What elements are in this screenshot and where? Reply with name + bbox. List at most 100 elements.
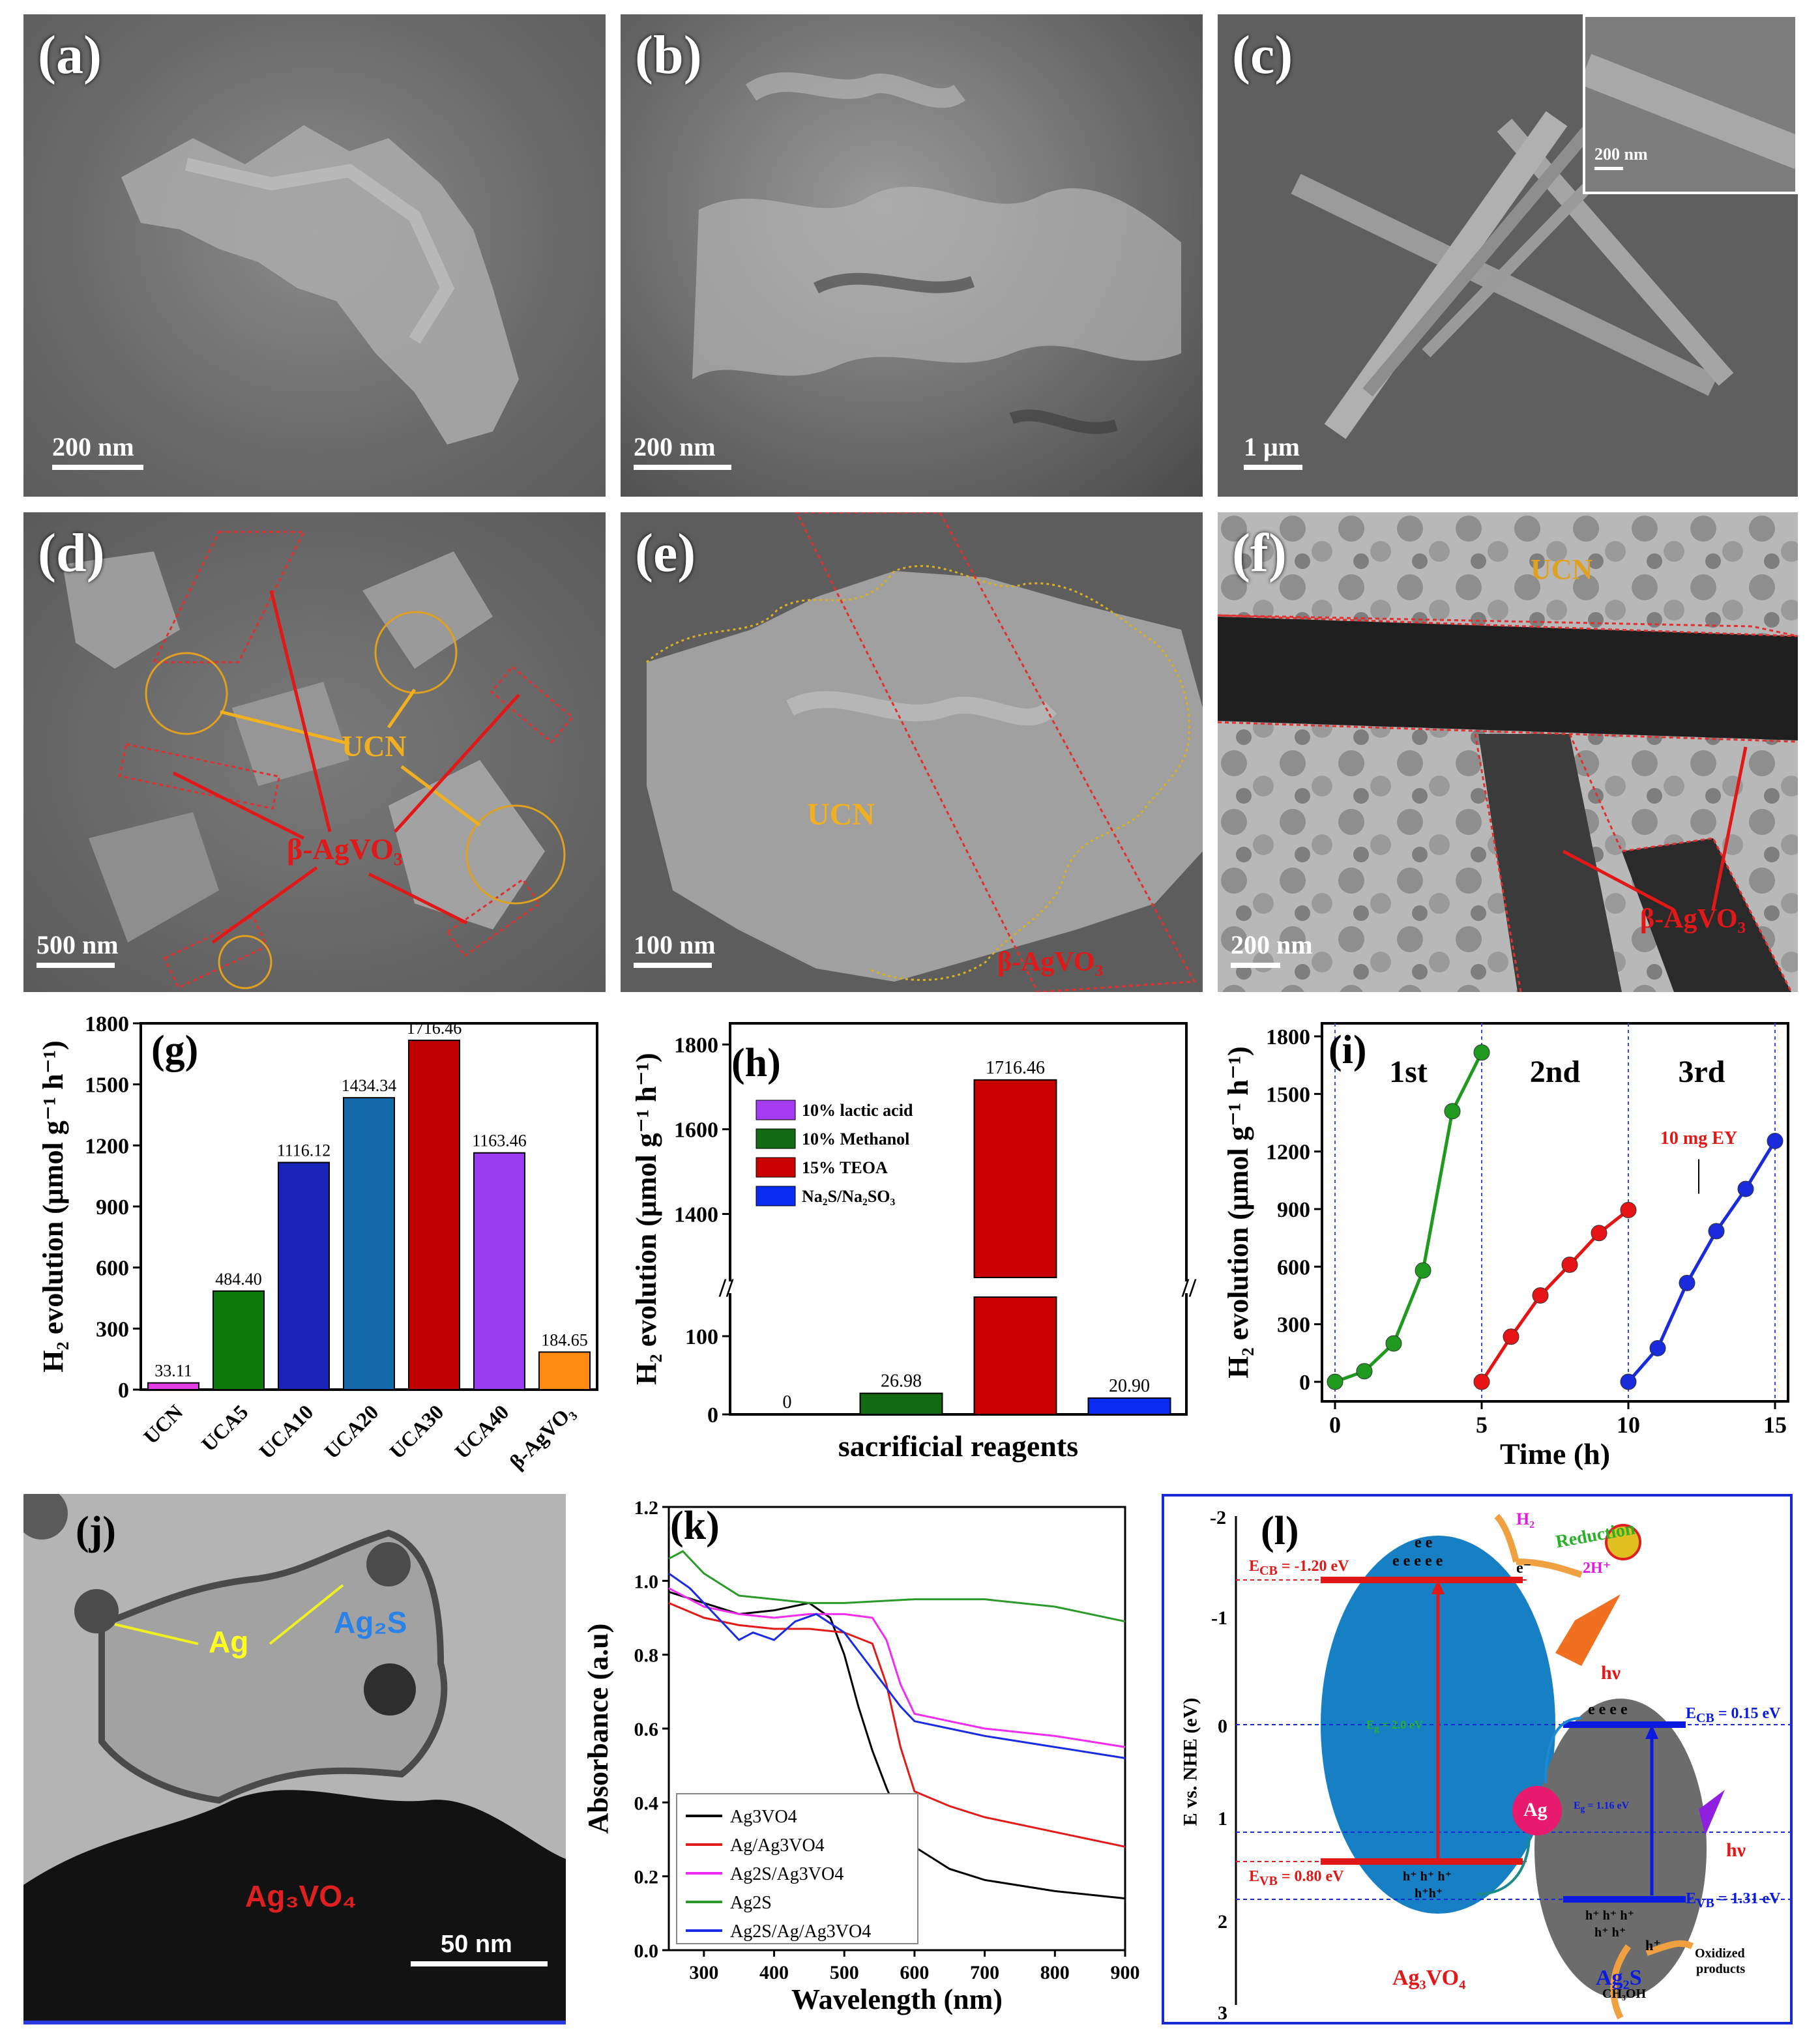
inset-scale-bar: 200 nm: [1594, 145, 1648, 170]
l-hv-1: hν: [1601, 1662, 1621, 1684]
cycle-label-3rd: 3rd: [1679, 1055, 1725, 1089]
series-point: [1620, 1373, 1637, 1390]
x-tick-label: 600: [900, 1962, 929, 1983]
legend-label-2: Ag2S/Ag3VO4: [730, 1864, 844, 1884]
x-tick-label: 500: [830, 1962, 859, 1983]
y-tick-label: 100: [685, 1325, 718, 1349]
series-point: [1327, 1373, 1343, 1390]
y-tick-label: 1.0: [634, 1571, 659, 1592]
l-oxidized-1: Oxidized: [1695, 1946, 1745, 1961]
l-ecb-right: ECB = 0.15 eV: [1686, 1705, 1781, 1725]
legend-label-1: 10% Methanol: [802, 1130, 909, 1148]
y-axis-label-k: Absorbance (a.u): [582, 1624, 614, 1834]
l-electrons-bottom: e e e e e: [1392, 1553, 1443, 1570]
bar-value-label: 1716.46: [986, 1058, 1045, 1078]
y-tick-label: 0.8: [634, 1645, 659, 1667]
panel-label-a: (a): [38, 25, 102, 85]
series-point: [1415, 1262, 1431, 1279]
bar-value-label: 33.11: [154, 1362, 192, 1381]
x-axis-label-k: Wavelength (nm): [791, 1983, 1003, 2015]
axis-break-gap: [724, 1281, 1193, 1293]
tem-image: [1218, 512, 1798, 992]
series-point: [1473, 1044, 1490, 1061]
x-axis-label-h: sacrificial reagents: [838, 1429, 1078, 1463]
sem-panel-a: (a) 200 nm: [23, 14, 606, 497]
series-point: [1473, 1373, 1490, 1390]
series-point: [1679, 1274, 1695, 1291]
bar-2-upper: [973, 1079, 1057, 1279]
x-axis-label-i: Time (h): [1500, 1437, 1610, 1470]
legend-label-0: 10% lactic acid: [802, 1101, 913, 1120]
y-tick-label: 1400: [674, 1203, 718, 1227]
y-tick-label: 600: [1277, 1255, 1310, 1279]
l-evb-left: EVB = 0.80 eV: [1249, 1868, 1344, 1888]
agvo-label-e: β-AgVO₃: [997, 947, 1104, 977]
y-tick-label: 0: [1299, 1371, 1310, 1395]
panel-label-c: (c): [1232, 25, 1293, 85]
x-tick-label: UCA20: [319, 1400, 383, 1463]
y-axis-label-i: H₂ evolution (μmol g⁻¹ h⁻¹): [1222, 1046, 1254, 1378]
l-holes-left-2: h⁺h⁺: [1415, 1886, 1443, 1901]
series-line-Ag2S/Ag3VO4: [668, 1587, 1126, 1748]
y-tick-label: 1200: [85, 1134, 129, 1158]
chart-h: // // 0 100 1400 1600 1800 H₂ evolution (μmol g…: [630, 1022, 1197, 1463]
sheet-image: [692, 72, 1181, 434]
band-diagram: [1235, 1513, 1790, 2020]
y-tick-label: 300: [1277, 1313, 1310, 1337]
panel-label-b: (b): [635, 25, 702, 85]
sem-panel-e: UCN β-AgVO₃ (e) 100 nm: [621, 512, 1203, 992]
series-point: [1444, 1103, 1461, 1120]
x-tick-label: 15: [1763, 1412, 1787, 1438]
l-ytick-2: 0: [1218, 1716, 1227, 1737]
y-tick-label: 1500: [85, 1074, 129, 1098]
panel-label-d: (d): [38, 523, 105, 583]
x-tick-label: β-AgVO₃: [505, 1400, 579, 1474]
bar-value-label: 484.40: [215, 1270, 262, 1289]
series-point: [1649, 1339, 1666, 1356]
bar-value-label: 0: [783, 1392, 792, 1412]
x-tick-label: 0: [1329, 1412, 1341, 1438]
l-hv-2: hν: [1726, 1839, 1746, 1861]
ag3vo4-label-j: Ag₃VO₄: [245, 1879, 357, 1913]
y-tick-label: 0.2: [634, 1867, 659, 1888]
sem-panel-b: (b) 200 nm: [621, 14, 1203, 497]
l-oxidized-2: products: [1696, 1962, 1746, 1976]
bar-value-label: 1716.46: [407, 1019, 462, 1038]
series-point: [1385, 1335, 1402, 1352]
l-ag: Ag: [1523, 1799, 1548, 1820]
l-eminus: e⁻: [1516, 1560, 1532, 1577]
bar-0: [147, 1382, 199, 1390]
scale-bar-b: 200 nm: [634, 431, 731, 470]
y-tick-label: 1800: [1266, 1025, 1310, 1049]
series-point: [1503, 1328, 1519, 1345]
bar-2: [278, 1162, 330, 1391]
x-tick-label: 900: [1111, 1962, 1140, 1983]
legend-swatch-1: [756, 1128, 796, 1149]
composite-image: [63, 531, 574, 989]
legend-swatch-0: [756, 1100, 796, 1120]
y-tick-label: 600: [96, 1257, 129, 1281]
series-point: [1708, 1223, 1725, 1240]
x-tick-label: 5: [1476, 1412, 1488, 1438]
l-evb-right: EVB = 1.31 eV: [1686, 1890, 1781, 1910]
legend-label-0: Ag3VO4: [730, 1807, 797, 1827]
l-h2: H₂: [1516, 1510, 1535, 1528]
scale-bar-e: 100 nm: [634, 929, 716, 968]
cycle-label-1st: 1st: [1389, 1055, 1428, 1089]
panel-label-j: (j): [76, 1509, 116, 1553]
series-point: [1767, 1132, 1783, 1149]
y-tick-label: 1500: [1266, 1083, 1310, 1107]
x-tick-label: 10: [1617, 1412, 1640, 1438]
l-ytick-0: -2: [1210, 1507, 1226, 1528]
interface-image: [646, 512, 1203, 992]
y-tick-label: 1800: [674, 1034, 718, 1058]
y-tick-label: 1800: [85, 1012, 129, 1036]
panel-label-h: (h): [731, 1041, 781, 1085]
l-eg-left: Eg = 2.0 eV: [1366, 1718, 1423, 1734]
ag-label-j: Ag: [209, 1625, 249, 1659]
l-ch3oh: CH₃OH: [1602, 1987, 1647, 2001]
l-holes-right-2: h⁺ h⁺: [1594, 1925, 1626, 1940]
l-ylabel: E vs. NHE (eV): [1179, 1697, 1201, 1826]
l-eg-right: Eg = 1.16 eV: [1574, 1800, 1630, 1814]
series-point: [1356, 1363, 1373, 1380]
